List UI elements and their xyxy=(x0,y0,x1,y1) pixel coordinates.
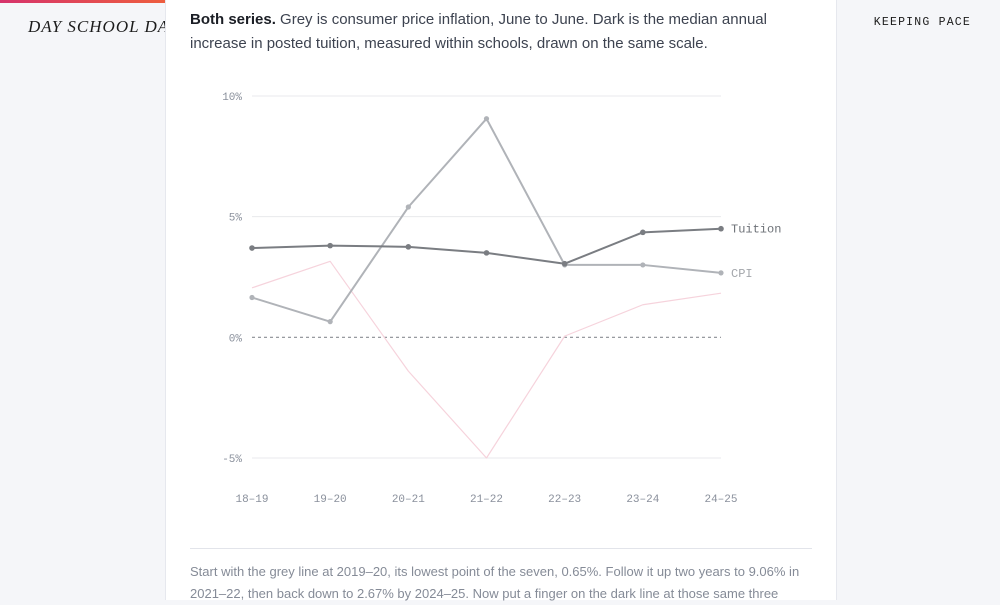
tuition-point xyxy=(327,242,333,249)
x-tick-label: 24–25 xyxy=(704,494,737,506)
tuition-point xyxy=(405,244,412,250)
body-paragraph: Start with the grey line at 2019–20, its… xyxy=(190,564,800,601)
y-tick-label: 5% xyxy=(229,213,243,225)
caption-lead: Both series. xyxy=(190,11,276,28)
caption-text: Grey is consumer price inflation, June t… xyxy=(190,11,767,52)
x-tick-label: 22–23 xyxy=(548,494,581,506)
x-tick-label: 20–21 xyxy=(392,494,425,506)
cpi-line xyxy=(251,117,722,323)
cpi-point xyxy=(405,204,411,210)
tuition-line xyxy=(251,227,722,265)
tuition-point xyxy=(483,250,490,256)
article-card: Both series. Grey is consumer price infl… xyxy=(165,0,837,601)
cpi-point xyxy=(327,319,333,325)
x-tick-label: 18–19 xyxy=(235,494,268,506)
y-tick-label: -5% xyxy=(222,454,242,466)
x-tick-label: 19–20 xyxy=(314,494,347,506)
y-tick-label: 0% xyxy=(229,333,243,345)
tuition-point xyxy=(718,225,724,232)
chart-caption: Both series. Grey is consumer price infl… xyxy=(190,8,790,56)
cpi-point xyxy=(718,270,724,276)
x-tick-label: 21–22 xyxy=(470,494,503,506)
section-tag[interactable]: KEEPING PACE xyxy=(873,16,971,29)
site-brand[interactable]: DAY SCHOOL DATA xyxy=(28,17,190,36)
line-chart: 10% 5% 0% -5% 18–19 19–20 20–21 21–22 22–23 23–24… xyxy=(222,92,781,506)
tuition-point xyxy=(561,260,568,267)
cpi-point xyxy=(483,116,490,122)
x-tick-label: 23–24 xyxy=(626,494,659,506)
accent-bar xyxy=(0,0,303,3)
tuition-series-label: Tuition xyxy=(731,223,781,237)
cpi-point xyxy=(640,262,646,268)
divider xyxy=(190,548,812,549)
cpi-series-label: CPI xyxy=(731,267,753,281)
tuition-point xyxy=(640,229,646,236)
cpi-point xyxy=(249,294,255,301)
tuition-point xyxy=(249,245,255,251)
y-tick-label: 10% xyxy=(222,92,242,104)
gap-line xyxy=(251,260,722,459)
